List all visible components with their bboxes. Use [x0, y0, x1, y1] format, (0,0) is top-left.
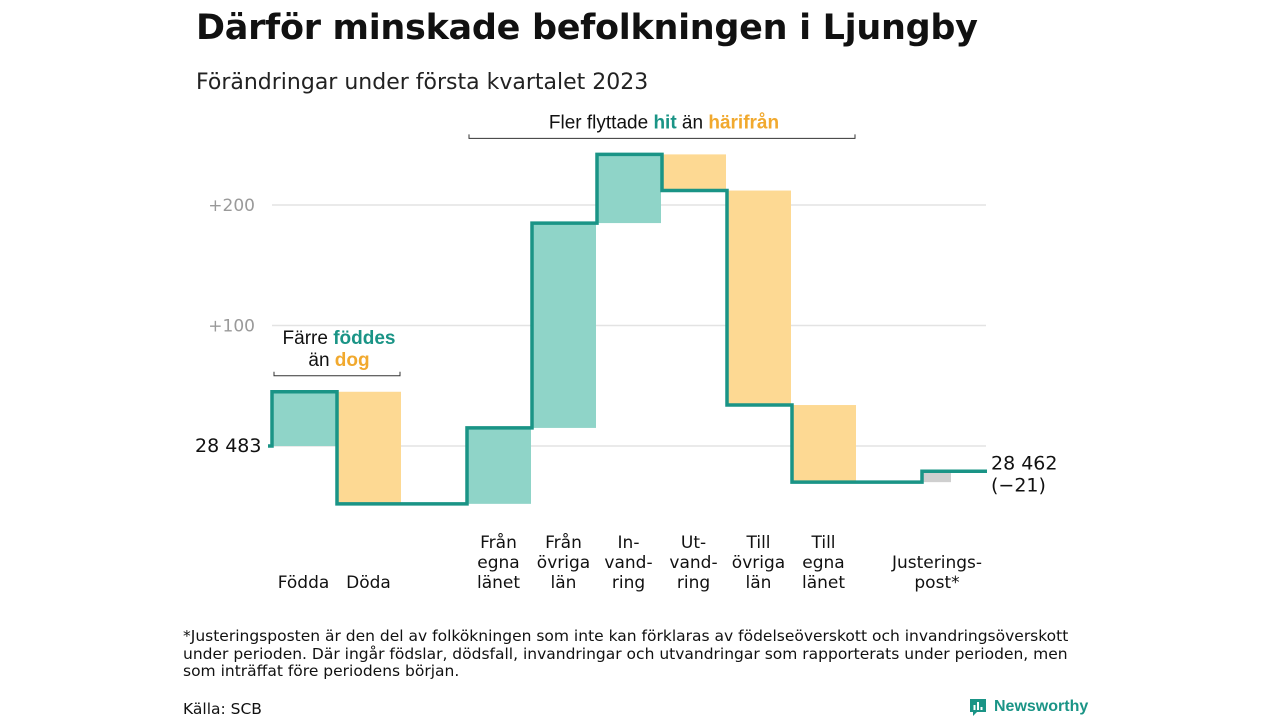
category-label-10: Justerings-post*: [891, 553, 982, 593]
annotation-text-0-1: än dog: [308, 350, 369, 371]
annotation-text-1-0: Fler flyttade hit än härifrån: [549, 112, 779, 133]
start-value-label: 28 483: [195, 435, 261, 457]
category-label-8: Till egna länet: [802, 533, 845, 593]
category-label-4: Från övriga län: [537, 532, 590, 593]
category-label-1: Döda: [346, 573, 391, 593]
chart-subtitle: Förändringar under första kvartalet 2023: [196, 70, 649, 95]
bar-5: [597, 154, 661, 224]
bar-3: [467, 427, 531, 504]
y-tick-label-1: +200: [208, 196, 255, 216]
footnote: *Justeringsposten är den del av folkökni…: [183, 627, 1069, 680]
bar-6: [662, 154, 726, 191]
source-note: Källa: SCB: [183, 700, 262, 718]
bar-0: [272, 391, 336, 446]
bar-7: [727, 190, 791, 406]
category-label-5: In-vand-ring: [604, 533, 652, 593]
category-label-7: Till övriga län: [732, 533, 785, 593]
newsworthy-logo-icon: [970, 699, 986, 716]
category-label-3: Från egna länet: [477, 532, 520, 593]
annotation-text-0-0: Färre föddes: [283, 328, 396, 349]
annotation-bracket-0: [273, 371, 401, 377]
category-label-6: Ut-vand-ring: [669, 533, 717, 593]
level-line: [268, 152, 987, 506]
bar-8: [792, 405, 856, 483]
annotation-bracket-1: [468, 134, 856, 139]
bar-1: [337, 391, 401, 504]
chart-title: Därför minskade befolkningen i Ljungby: [196, 8, 978, 48]
category-label-0: Födda: [278, 573, 330, 593]
y-tick-label-0: +100: [208, 317, 255, 337]
bar-10: [922, 471, 951, 483]
end-value-label: 28 462: [991, 452, 1057, 474]
end-change-label: (−21): [991, 474, 1046, 496]
brand-name: Newsworthy: [994, 698, 1089, 715]
brand-logo: Newsworthy: [968, 697, 1088, 717]
bar-4: [532, 223, 596, 428]
